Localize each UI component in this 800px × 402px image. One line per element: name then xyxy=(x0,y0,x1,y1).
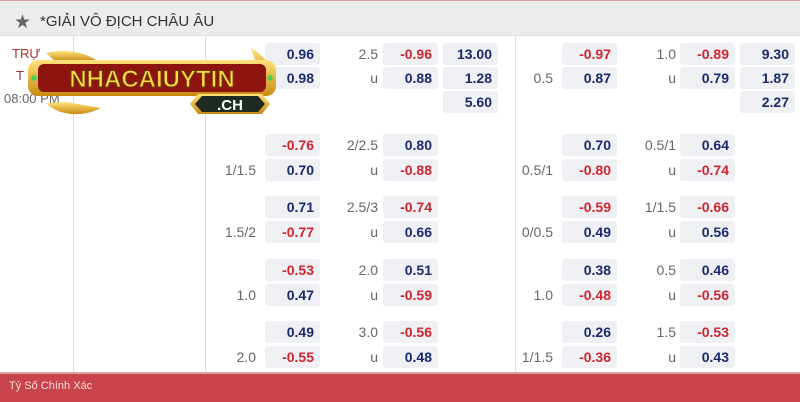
handicap-odds[interactable]: 0.70 xyxy=(562,134,617,156)
handicap-line: 1/1.5 xyxy=(521,349,553,365)
over-under-odds[interactable]: -0.59 xyxy=(383,284,438,306)
handicap-odds[interactable]: -0.36 xyxy=(562,346,617,368)
divider xyxy=(73,36,74,372)
over-under-line: u xyxy=(668,349,676,365)
over-under-odds[interactable]: -0.66 xyxy=(680,196,735,218)
handicap-odds[interactable]: 0.38 xyxy=(562,259,617,281)
handicap-odds[interactable]: -0.76 xyxy=(265,134,320,156)
league-title: *GIẢI VÔ ĐỊCH CHÂU ÂU xyxy=(40,13,215,30)
handicap-odds[interactable]: 0.87 xyxy=(562,67,617,89)
handicap-odds[interactable]: -0.53 xyxy=(265,259,320,281)
over-under-line: u xyxy=(668,224,676,240)
over-under-line: u xyxy=(370,162,378,178)
watermark-logo: NHACAIUYTIN .CH xyxy=(28,48,276,115)
over-under-odds[interactable]: -0.56 xyxy=(680,284,735,306)
star-icon[interactable]: ★ xyxy=(14,12,32,33)
handicap-line: 0.5/1 xyxy=(521,162,553,178)
handicap-odds[interactable]: 0.71 xyxy=(265,196,320,218)
over-under-line: u xyxy=(370,349,378,365)
handicap-line: 1.5/2 xyxy=(224,224,256,240)
1x2-odds[interactable]: 9.30 xyxy=(740,43,795,65)
over-under-odds[interactable]: -0.88 xyxy=(383,159,438,181)
1x2-odds[interactable]: 1.28 xyxy=(443,67,498,89)
over-under-line: 2.5 xyxy=(358,46,378,62)
over-under-odds[interactable]: -0.96 xyxy=(383,43,438,65)
over-under-odds[interactable]: 0.46 xyxy=(680,259,735,281)
over-under-odds[interactable]: -0.56 xyxy=(383,321,438,343)
team-away[interactable]: T xyxy=(16,68,24,83)
over-under-odds[interactable]: 0.79 xyxy=(680,67,735,89)
handicap-odds[interactable]: 0.49 xyxy=(265,321,320,343)
over-under-line: 0.5/1 xyxy=(644,137,676,153)
over-under-line: 2.0 xyxy=(358,262,378,278)
over-under-odds[interactable]: -0.53 xyxy=(680,321,735,343)
handicap-line: 1.0 xyxy=(533,287,553,303)
handicap-odds[interactable]: 0.96 xyxy=(265,43,320,65)
handicap-odds[interactable]: -0.80 xyxy=(562,159,617,181)
league-header[interactable]: ★ *GIẢI VÔ ĐỊCH CHÂU ÂU xyxy=(0,8,800,36)
handicap-odds[interactable]: 0.98 xyxy=(265,67,320,89)
over-under-odds[interactable]: 0.80 xyxy=(383,134,438,156)
over-under-line: u xyxy=(668,162,676,178)
over-under-odds[interactable]: 0.56 xyxy=(680,221,735,243)
correct-score-bar[interactable]: Tỷ Số Chính Xác xyxy=(0,372,800,402)
over-under-odds[interactable]: 0.48 xyxy=(383,346,438,368)
over-under-line: u xyxy=(668,287,676,303)
over-under-line: 1.5 xyxy=(656,324,676,340)
over-under-line: u xyxy=(370,70,378,86)
1x2-odds[interactable]: 2.27 xyxy=(740,91,795,113)
over-under-line: 2.5/3 xyxy=(346,199,378,215)
handicap-odds[interactable]: -0.97 xyxy=(562,43,617,65)
over-under-odds[interactable]: 0.66 xyxy=(383,221,438,243)
handicap-odds[interactable]: 0.26 xyxy=(562,321,617,343)
1x2-odds[interactable]: 5.60 xyxy=(443,91,498,113)
handicap-line: 1.0 xyxy=(236,287,256,303)
handicap-odds[interactable]: -0.77 xyxy=(265,221,320,243)
handicap-line: 0.5 xyxy=(533,70,553,86)
handicap-odds[interactable]: -0.55 xyxy=(265,346,320,368)
top-strip xyxy=(0,0,800,9)
over-under-odds[interactable]: 0.43 xyxy=(680,346,735,368)
divider xyxy=(515,36,516,372)
over-under-odds[interactable]: -0.89 xyxy=(680,43,735,65)
logo-text: NHACAIUYTIN xyxy=(69,66,234,93)
over-under-line: 1/1.5 xyxy=(644,199,676,215)
1x2-odds[interactable]: 1.87 xyxy=(740,67,795,89)
over-under-line: 1.0 xyxy=(656,46,676,62)
handicap-line: 2.0 xyxy=(236,349,256,365)
svg-text:.CH: .CH xyxy=(217,97,243,114)
divider xyxy=(205,36,206,372)
over-under-line: 0.5 xyxy=(656,262,676,278)
handicap-odds[interactable]: 0.49 xyxy=(562,221,617,243)
handicap-odds[interactable]: 0.70 xyxy=(265,159,320,181)
over-under-odds[interactable]: -0.74 xyxy=(383,196,438,218)
handicap-odds[interactable]: -0.59 xyxy=(562,196,617,218)
over-under-line: u xyxy=(370,287,378,303)
team-home[interactable]: TRỰ xyxy=(12,46,41,61)
over-under-line: u xyxy=(370,224,378,240)
over-under-odds[interactable]: -0.74 xyxy=(680,159,735,181)
1x2-odds[interactable]: 13.00 xyxy=(443,43,498,65)
over-under-line: 3.0 xyxy=(358,324,378,340)
handicap-line: 1/1.5 xyxy=(224,162,256,178)
over-under-odds[interactable]: 0.64 xyxy=(680,134,735,156)
handicap-line: 0/0.5 xyxy=(521,224,553,240)
over-under-odds[interactable]: 0.51 xyxy=(383,259,438,281)
over-under-odds[interactable]: 0.88 xyxy=(383,67,438,89)
over-under-line: 2/2.5 xyxy=(346,137,378,153)
over-under-line: u xyxy=(668,70,676,86)
handicap-odds[interactable]: -0.48 xyxy=(562,284,617,306)
footer-label: Tỷ Số Chính Xác xyxy=(9,380,93,392)
handicap-odds[interactable]: 0.47 xyxy=(265,284,320,306)
